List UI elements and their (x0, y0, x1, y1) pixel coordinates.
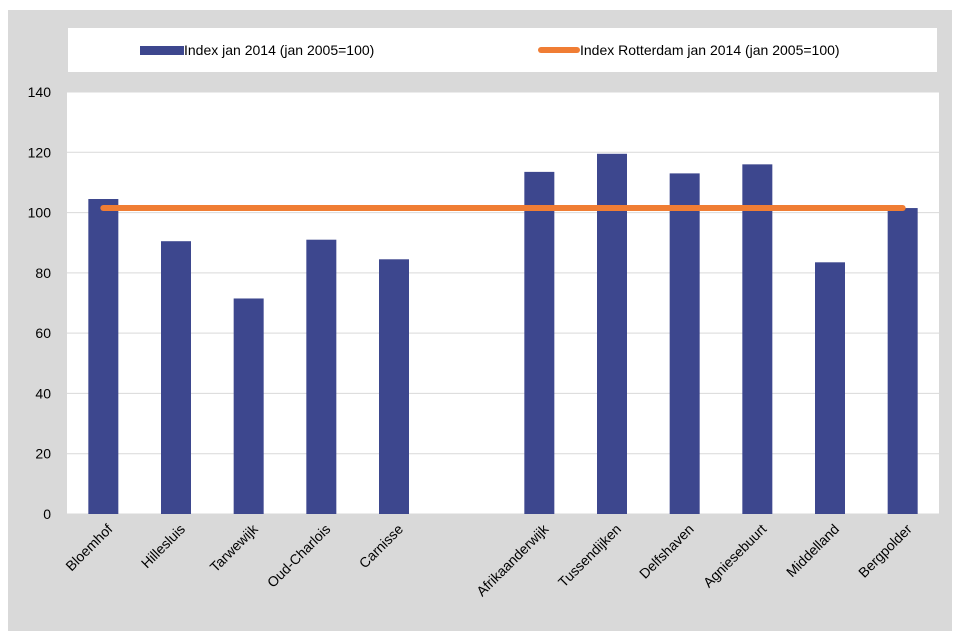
legend-item-index: Index jan 2014 (jan 2005=100) (140, 28, 374, 72)
x-tick-label: Carnisse (356, 521, 407, 572)
y-tick-label: 140 (28, 84, 52, 100)
y-tick-label: 100 (28, 205, 52, 221)
y-tick-label: 120 (28, 144, 52, 160)
bar (669, 173, 700, 514)
x-tick-label: Agniesebuurt (700, 521, 770, 591)
x-tick-label: Tarwewijk (207, 520, 262, 575)
bars (88, 153, 918, 515)
plot-area (67, 92, 939, 514)
y-tick-label: 0 (43, 506, 51, 522)
bar (887, 208, 918, 515)
x-tick-label: Hillesluis (138, 521, 188, 571)
legend-swatch-line-icon (538, 47, 580, 53)
y-axis-ticks: 0 20 40 60 80 100 120 140 (28, 84, 52, 522)
bar (88, 199, 119, 514)
x-axis-ticks: Bloemhof Hillesluis Tarwewijk Oud-Charlois C… (62, 520, 915, 599)
x-tick-label: Middelland (783, 521, 842, 580)
x-tick-label: Afrikaanderwijk (473, 520, 552, 599)
y-tick-label: 80 (35, 265, 51, 281)
bar (815, 262, 845, 514)
y-tick-label: 60 (35, 325, 51, 341)
bar (161, 241, 191, 514)
legend-item-rotterdam: Index Rotterdam jan 2014 (jan 2005=100) (538, 28, 840, 72)
x-tick-label: Bergpolder (855, 521, 915, 581)
bar (597, 153, 627, 515)
x-tick-label: Bloemhof (62, 521, 115, 574)
y-tick-label: 40 (35, 385, 51, 401)
bar (742, 164, 773, 515)
x-tick-label: Tussendijken (555, 521, 624, 590)
legend: Index jan 2014 (jan 2005=100) Index Rott… (68, 28, 937, 72)
y-tick-label: 20 (35, 446, 51, 462)
legend-label-rotterdam: Index Rotterdam jan 2014 (jan 2005=100) (580, 42, 840, 58)
bar (306, 239, 337, 514)
grid-lines (67, 91, 939, 515)
x-tick-label: Delfshaven (636, 521, 697, 582)
legend-label-index: Index jan 2014 (jan 2005=100) (184, 42, 375, 58)
x-tick-label: Oud-Charlois (264, 521, 334, 591)
bar (379, 259, 409, 514)
bar (233, 298, 264, 514)
legend-swatch-bar-icon (140, 45, 184, 55)
bar (524, 171, 555, 514)
